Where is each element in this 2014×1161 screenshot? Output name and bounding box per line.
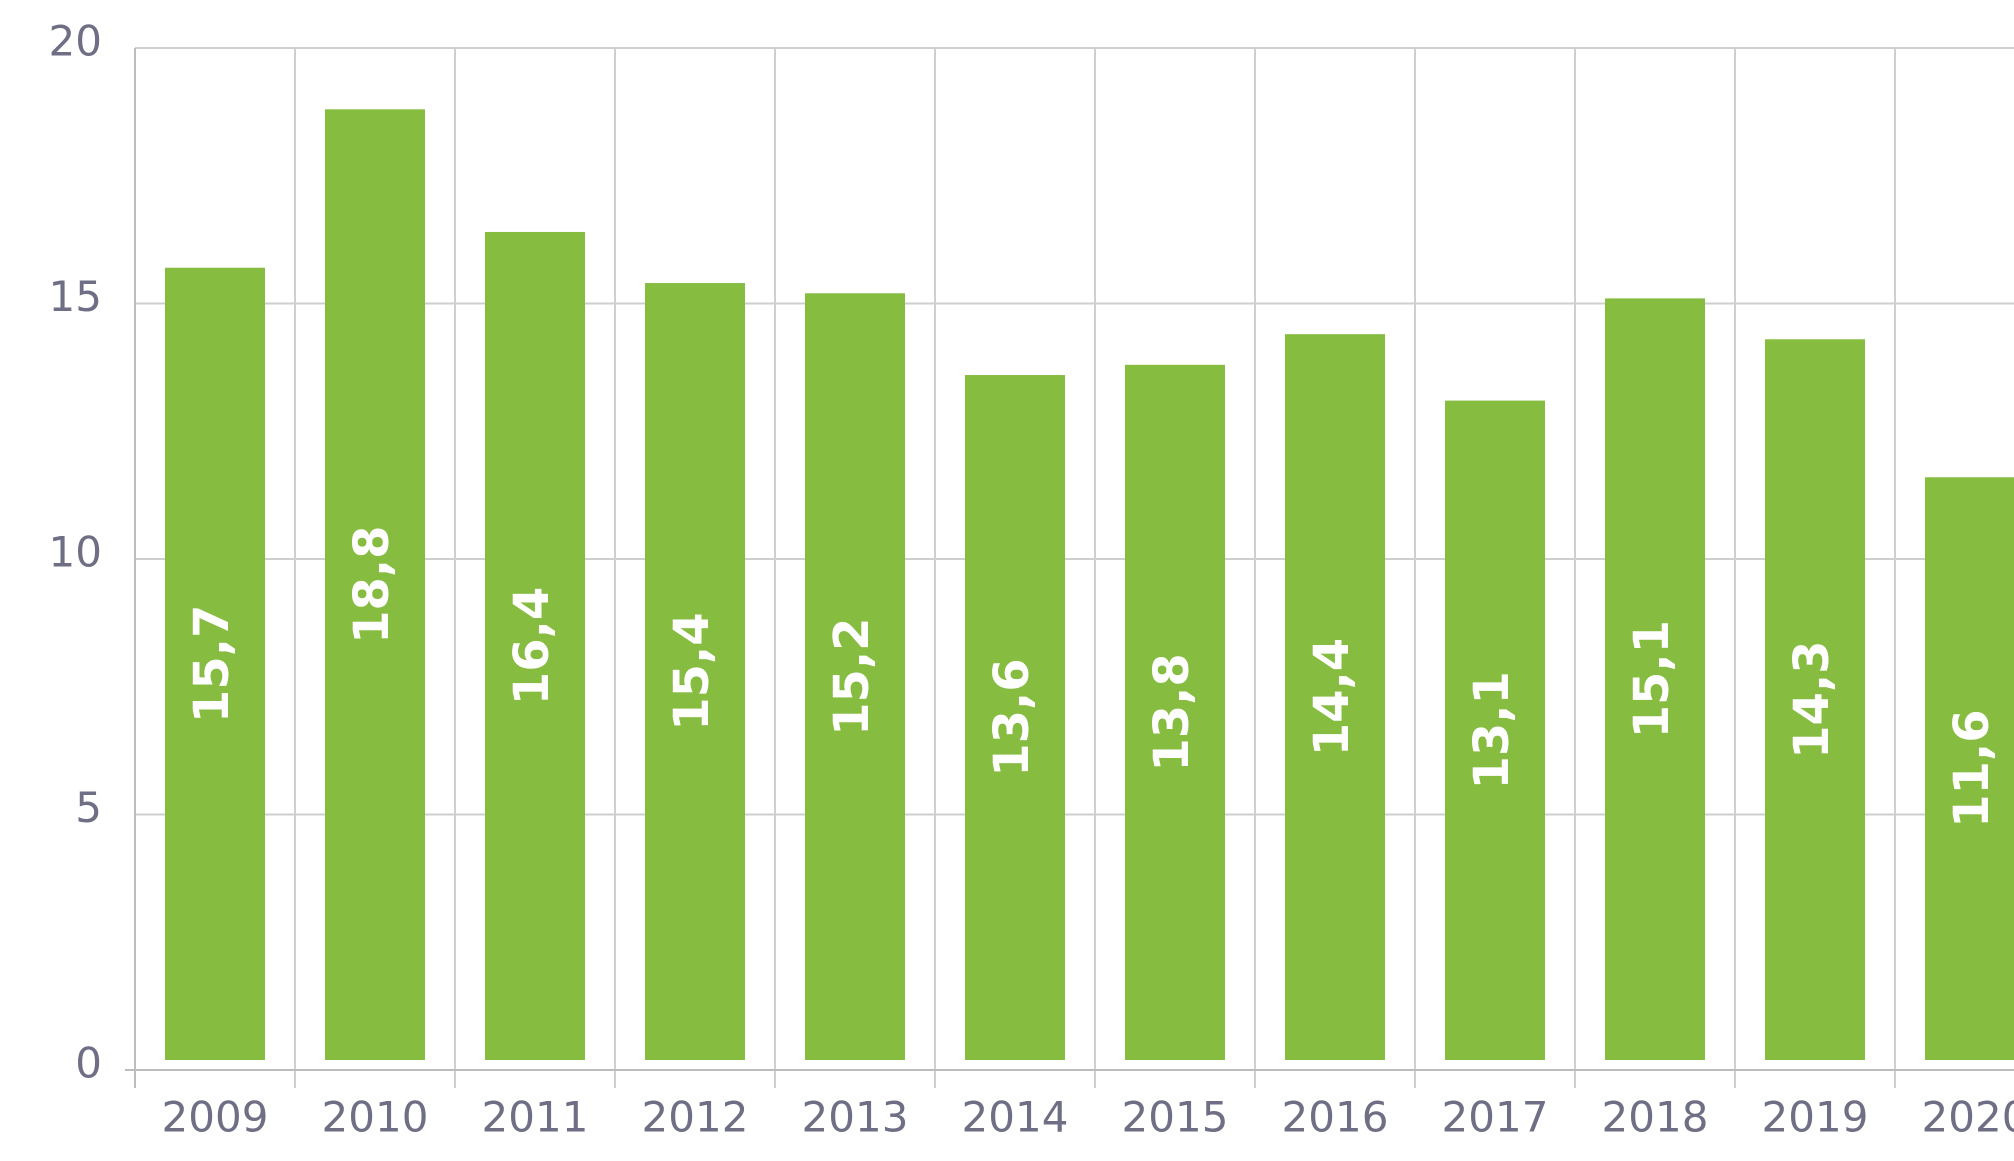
value-label: 13,1	[1464, 671, 1520, 789]
bar	[1765, 339, 1865, 1060]
y-tick-label: 10	[49, 528, 102, 577]
value-label: 13,6	[984, 658, 1040, 776]
bar	[965, 375, 1065, 1060]
bar	[1285, 334, 1385, 1060]
bar	[805, 293, 905, 1060]
x-tick-label: 2011	[482, 1093, 589, 1142]
y-tick-label: 20	[49, 17, 102, 66]
bar	[645, 283, 745, 1060]
x-tick-label: 2018	[1602, 1093, 1709, 1142]
bar	[325, 109, 425, 1060]
x-tick-label: 2019	[1762, 1093, 1869, 1142]
value-label: 14,4	[1304, 638, 1360, 756]
value-label: 15,2	[824, 617, 880, 735]
value-label: 16,4	[504, 587, 560, 705]
x-tick-label: 2012	[642, 1093, 749, 1142]
value-label: 18,8	[344, 525, 400, 643]
x-tick-label: 2016	[1282, 1093, 1389, 1142]
value-label: 15,4	[664, 612, 720, 730]
bar	[1125, 364, 1225, 1060]
value-label: 15,1	[1624, 620, 1680, 738]
x-tick-label: 2014	[962, 1093, 1069, 1142]
bar	[165, 267, 265, 1061]
y-tick-label: 0	[75, 1039, 102, 1088]
bar	[1605, 298, 1705, 1060]
value-label: 11,6	[1944, 709, 2000, 827]
value-label: 14,3	[1784, 640, 1840, 758]
x-tick-label: 2009	[162, 1093, 269, 1142]
bar	[1925, 477, 2014, 1060]
x-tick-label: 2017	[1442, 1093, 1549, 1142]
y-tick-label: 15	[49, 272, 102, 321]
x-tick-label: 2015	[1122, 1093, 1229, 1142]
value-label: 15,7	[184, 605, 240, 723]
bar	[485, 231, 585, 1060]
value-label: 13,8	[1144, 653, 1200, 771]
x-tick-label: 2010	[322, 1093, 429, 1142]
bar	[1445, 400, 1545, 1061]
y-tick-label: 5	[75, 783, 102, 832]
x-tick-label: 2013	[802, 1093, 909, 1142]
